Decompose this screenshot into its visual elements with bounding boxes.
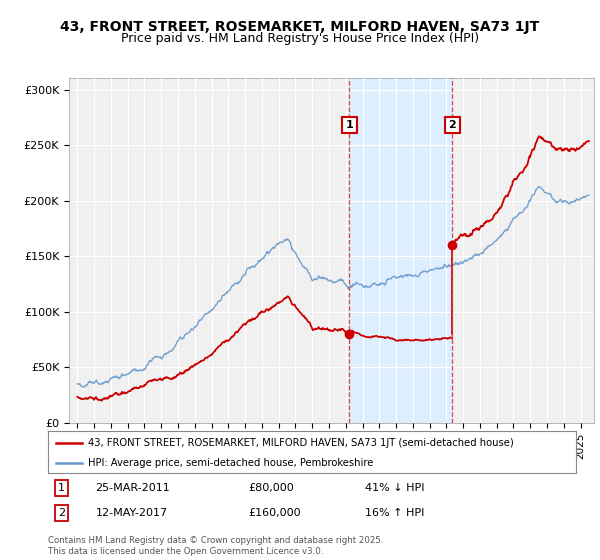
Text: Contains HM Land Registry data © Crown copyright and database right 2025.
This d: Contains HM Land Registry data © Crown c… bbox=[48, 536, 383, 556]
Text: 43, FRONT STREET, ROSEMARKET, MILFORD HAVEN, SA73 1JT: 43, FRONT STREET, ROSEMARKET, MILFORD HA… bbox=[61, 20, 539, 34]
Text: 41% ↓ HPI: 41% ↓ HPI bbox=[365, 483, 424, 493]
Text: 16% ↑ HPI: 16% ↑ HPI bbox=[365, 508, 424, 518]
Text: 1: 1 bbox=[346, 120, 353, 130]
Text: HPI: Average price, semi-detached house, Pembrokeshire: HPI: Average price, semi-detached house,… bbox=[88, 458, 373, 468]
Text: 43, FRONT STREET, ROSEMARKET, MILFORD HAVEN, SA73 1JT (semi-detached house): 43, FRONT STREET, ROSEMARKET, MILFORD HA… bbox=[88, 437, 514, 447]
Text: £80,000: £80,000 bbox=[248, 483, 295, 493]
Text: 2: 2 bbox=[58, 508, 65, 518]
Bar bbox=[349, 78, 452, 423]
Text: 1: 1 bbox=[58, 483, 65, 493]
Text: £160,000: £160,000 bbox=[248, 508, 301, 518]
Text: 2: 2 bbox=[449, 120, 457, 130]
Text: Price paid vs. HM Land Registry's House Price Index (HPI): Price paid vs. HM Land Registry's House … bbox=[121, 32, 479, 45]
Text: 12-MAY-2017: 12-MAY-2017 bbox=[95, 508, 167, 518]
Text: 25-MAR-2011: 25-MAR-2011 bbox=[95, 483, 170, 493]
